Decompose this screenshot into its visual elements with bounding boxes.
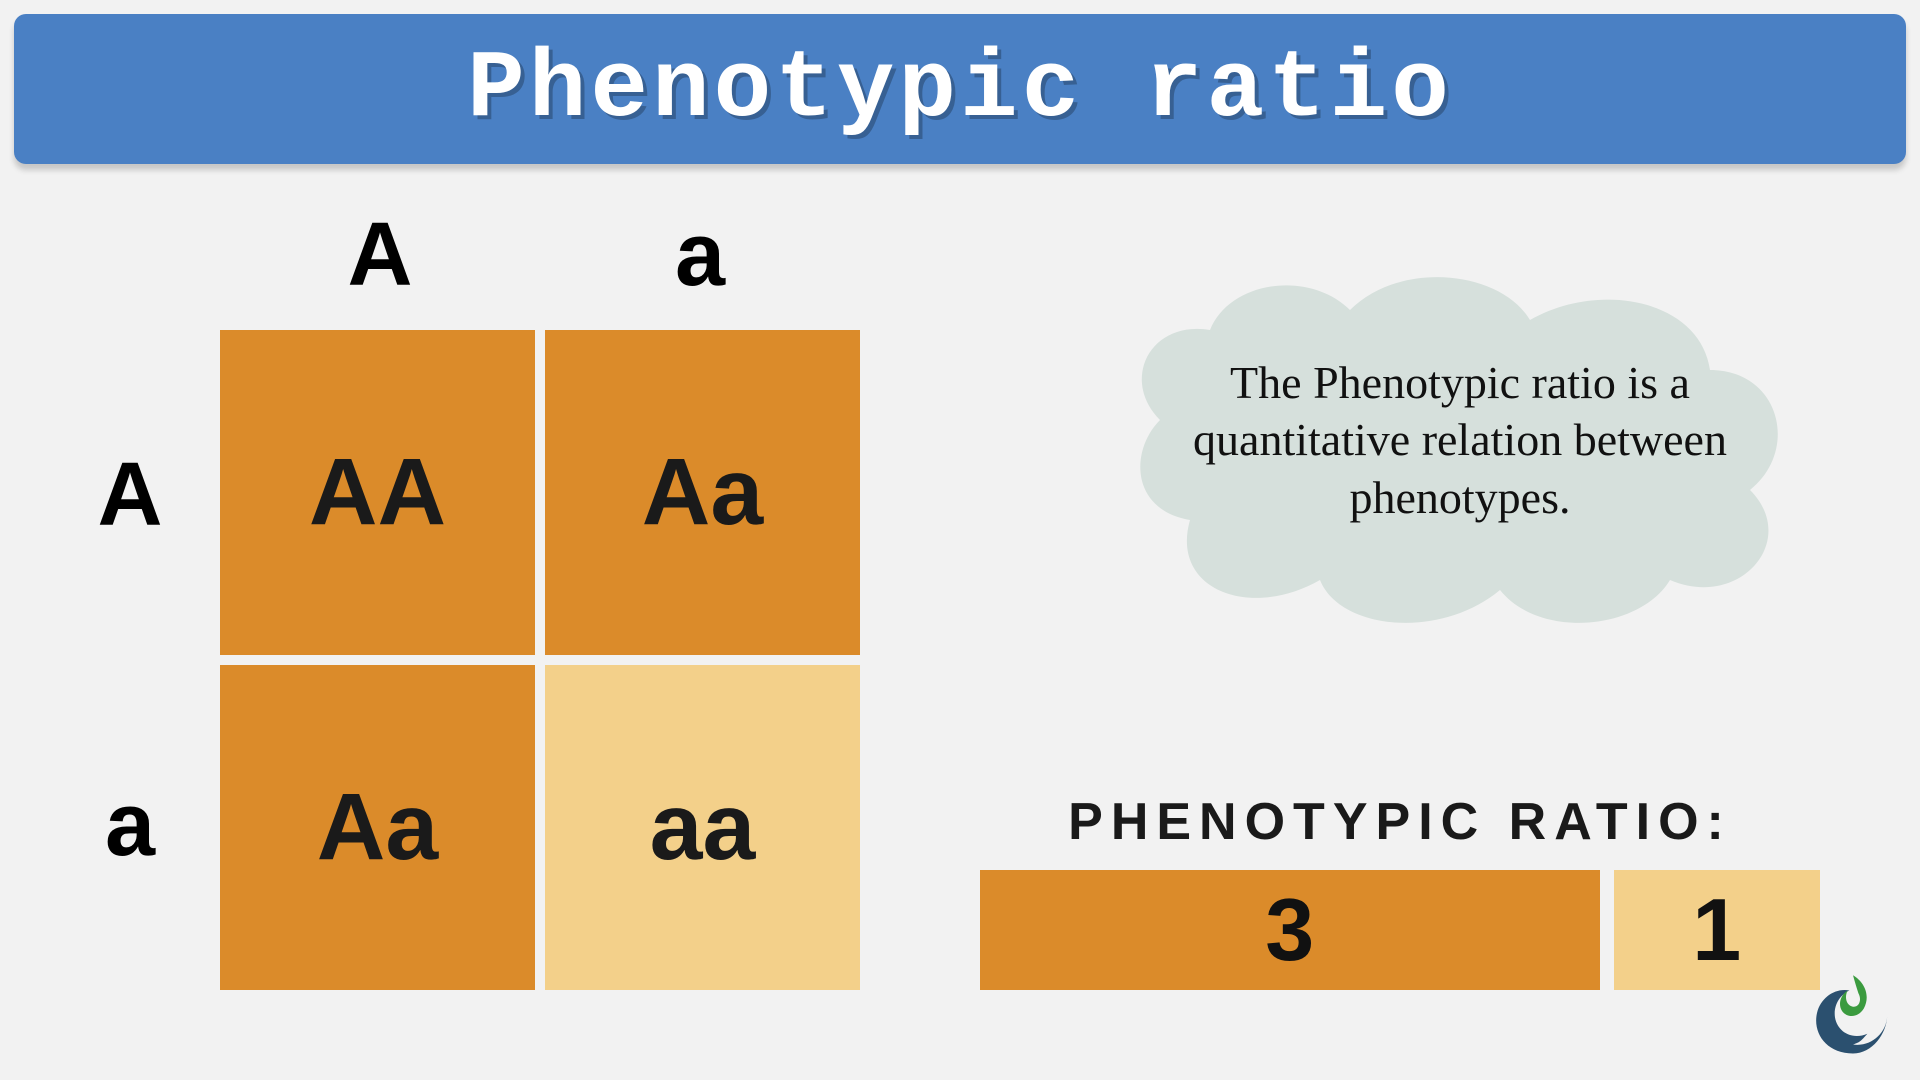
page-title: Phenotypic ratio — [467, 35, 1453, 144]
row-header-0: A — [60, 330, 200, 660]
col-header-0: A — [220, 200, 540, 310]
ratio-seg-dominant: 3 — [980, 870, 1600, 990]
brand-logo-icon — [1808, 968, 1898, 1058]
punnett-grid: AA Aa Aa aa — [220, 330, 860, 990]
punnett-row-headers: A a — [60, 330, 200, 990]
logo-leaf — [1840, 975, 1867, 1016]
logo-swirl — [1816, 990, 1887, 1053]
ratio-bar: 3 1 — [980, 870, 1820, 990]
ratio-section: PHENOTYPIC RATIO: 3 1 — [980, 792, 1820, 990]
punnett-cell-aa: aa — [545, 665, 860, 990]
punnett-square: A a A a AA Aa Aa aa — [60, 200, 880, 1020]
punnett-cell-AA: AA — [220, 330, 535, 655]
punnett-cell-Aa-bottom: Aa — [220, 665, 535, 990]
punnett-col-headers: A a — [220, 200, 860, 310]
ratio-title: PHENOTYPIC RATIO: — [980, 792, 1820, 852]
punnett-cell-Aa-top: Aa — [545, 330, 860, 655]
row-header-1: a — [60, 660, 200, 990]
brand-logo — [1808, 968, 1898, 1058]
definition-callout: The Phenotypic ratio is a quantitative r… — [1100, 240, 1820, 640]
definition-text: The Phenotypic ratio is a quantitative r… — [1180, 354, 1740, 527]
ratio-seg-recessive: 1 — [1614, 870, 1821, 990]
header-bar: Phenotypic ratio — [14, 14, 1906, 164]
col-header-1: a — [540, 200, 860, 310]
